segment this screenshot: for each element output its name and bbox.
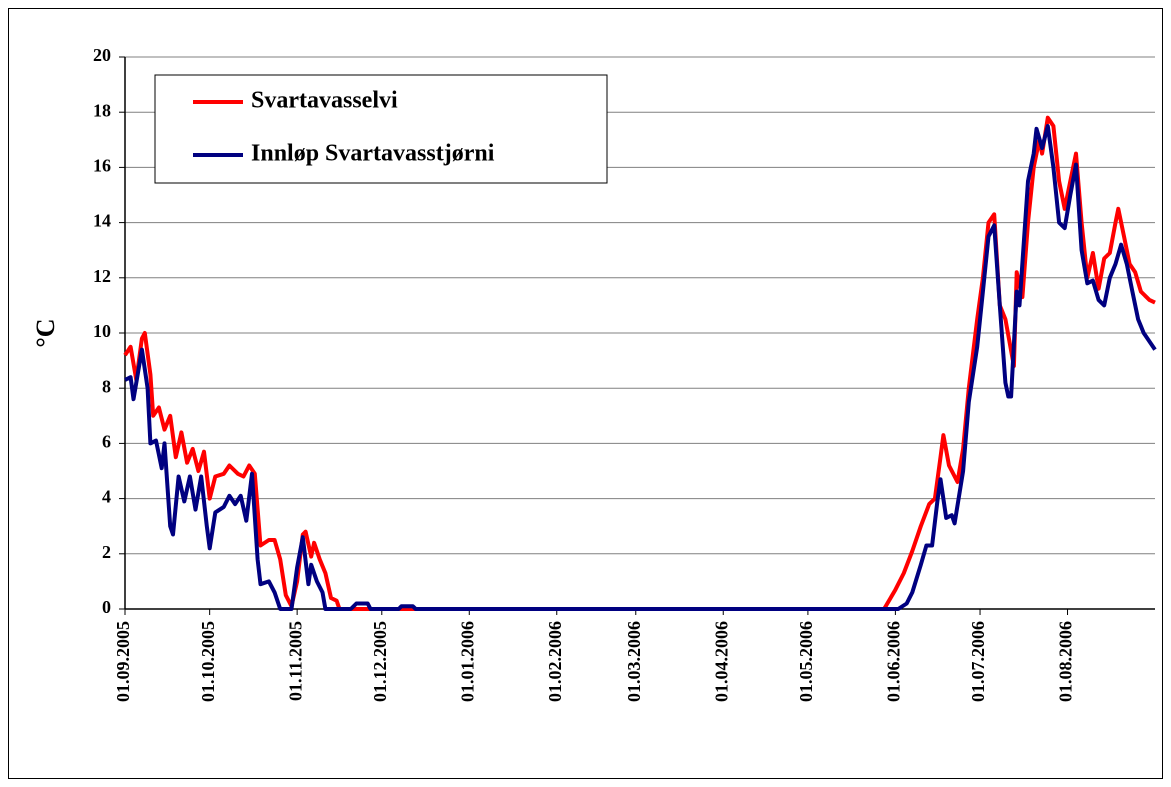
x-tick-label: 01.03.2006 (624, 621, 644, 702)
x-tick-label: 01.12.2005 (370, 621, 390, 702)
x-tick-label: 01.06.2006 (884, 621, 904, 702)
series-line (123, 115, 1156, 611)
legend-label: Innløp Svartavasstjørni (251, 141, 495, 167)
y-tick-label: 14 (93, 211, 111, 231)
x-tick-label: 01.02.2006 (545, 621, 565, 702)
x-tick-label: 01.05.2006 (796, 621, 816, 702)
legend-label: Svartavasselvi (251, 88, 398, 114)
x-tick-label: 01.09.2005 (113, 621, 133, 702)
y-tick-label: 4 (102, 487, 111, 507)
y-tick-label: 0 (102, 597, 111, 617)
y-tick-label: 12 (93, 266, 111, 286)
x-tick-label: 01.11.2005 (285, 621, 305, 701)
y-tick-label: 20 (93, 45, 111, 65)
x-tick-label: 01.04.2006 (711, 621, 731, 702)
x-tick-label: 01.08.2006 (1056, 621, 1076, 702)
x-tick-label: 01.10.2005 (198, 621, 218, 702)
y-tick-label: 6 (102, 432, 111, 452)
x-tick-label: 01.01.2006 (457, 621, 477, 702)
y-tick-label: 2 (102, 542, 111, 562)
series-line (124, 124, 1157, 611)
y-tick-label: 10 (93, 321, 111, 341)
y-tick-label: 8 (102, 376, 111, 396)
legend: Svartavasselvi Innløp Svartavasstjørni (154, 74, 608, 184)
y-tick-label: 18 (93, 100, 111, 120)
legend-box (154, 74, 608, 184)
y-axis-label: °C (31, 318, 60, 347)
x-tick-label: 01.07.2006 (968, 621, 988, 702)
y-tick-label: 16 (93, 156, 111, 176)
